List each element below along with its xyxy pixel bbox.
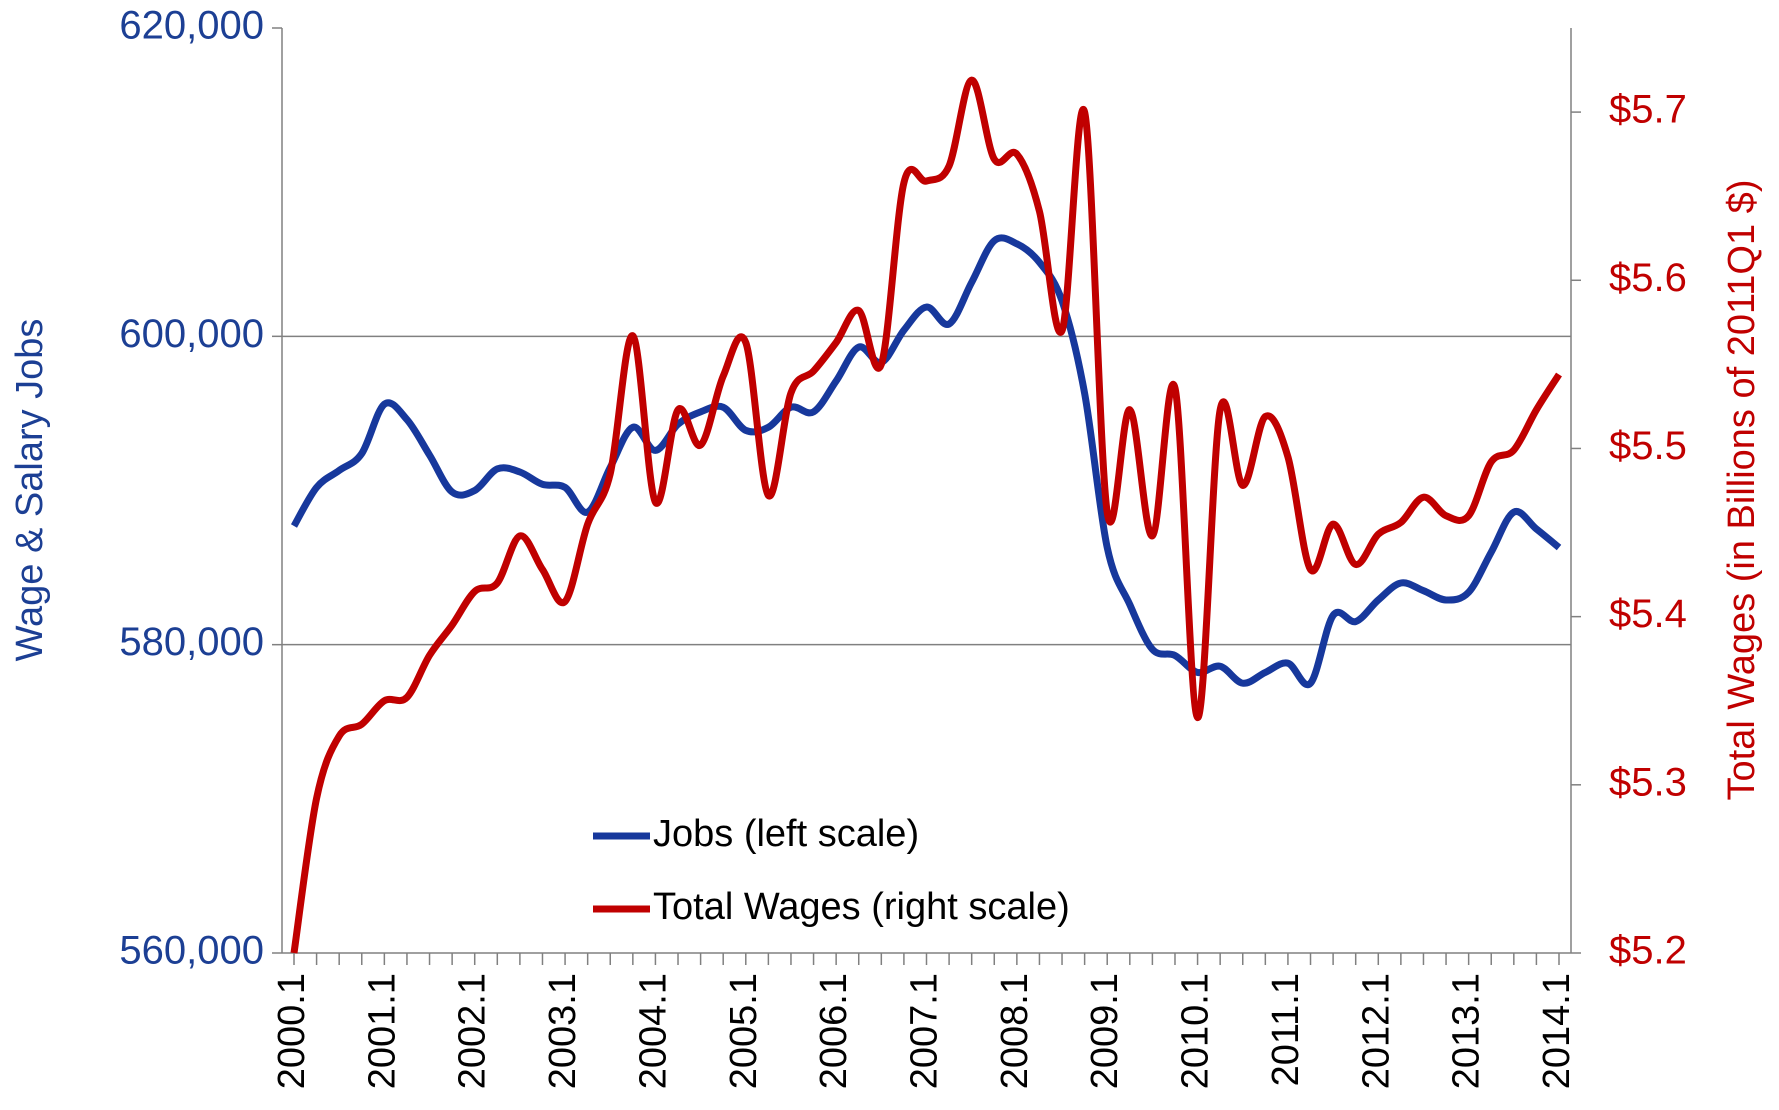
x-tick-label: 2003.1: [542, 973, 584, 1089]
x-tick-label: 2009.1: [1084, 973, 1126, 1089]
x-tick-label: 2010.1: [1175, 973, 1217, 1089]
x-tick-label: 2005.1: [723, 973, 765, 1089]
y2-tick-label: $5.5: [1609, 424, 1687, 468]
x-tick-label: 2000.1: [271, 973, 313, 1089]
x-tick-label: 2007.1: [904, 973, 946, 1089]
y-tick-label: 620,000: [119, 4, 264, 48]
legend-label: Jobs (left scale): [653, 813, 919, 855]
x-tick-label: 2002.1: [452, 973, 494, 1089]
y2-tick-label: $5.7: [1609, 88, 1687, 132]
y-tick-label: 560,000: [119, 929, 264, 973]
y2-axis-title: Total Wages (in Billions of 2011Q1 $): [1721, 180, 1763, 801]
y2-tick-label: $5.6: [1609, 256, 1687, 300]
x-tick-label: 2004.1: [632, 973, 674, 1089]
x-tick-label: 2006.1: [813, 973, 855, 1089]
x-tick-label: 2012.1: [1355, 973, 1397, 1089]
x-tick-label: 2008.1: [994, 973, 1036, 1089]
x-tick-label: 2001.1: [361, 973, 403, 1089]
y2-tick-label: $5.3: [1609, 760, 1687, 804]
y2-tick-label: $5.4: [1609, 592, 1687, 636]
series-line: [290, 76, 1562, 954]
x-tick-label: 2013.1: [1446, 973, 1488, 1089]
y-axis-title: Wage & Salary Jobs: [9, 319, 51, 662]
y-tick-label: 580,000: [119, 620, 264, 664]
x-tick-label: 2011.1: [1265, 973, 1307, 1086]
y-tick-label: 600,000: [119, 312, 264, 356]
y2-tick-label: $5.2: [1609, 929, 1687, 973]
x-tick-label: 2014.1: [1536, 973, 1578, 1089]
series-line: [290, 234, 1562, 689]
legend-label: Total Wages (right scale): [653, 886, 1070, 928]
